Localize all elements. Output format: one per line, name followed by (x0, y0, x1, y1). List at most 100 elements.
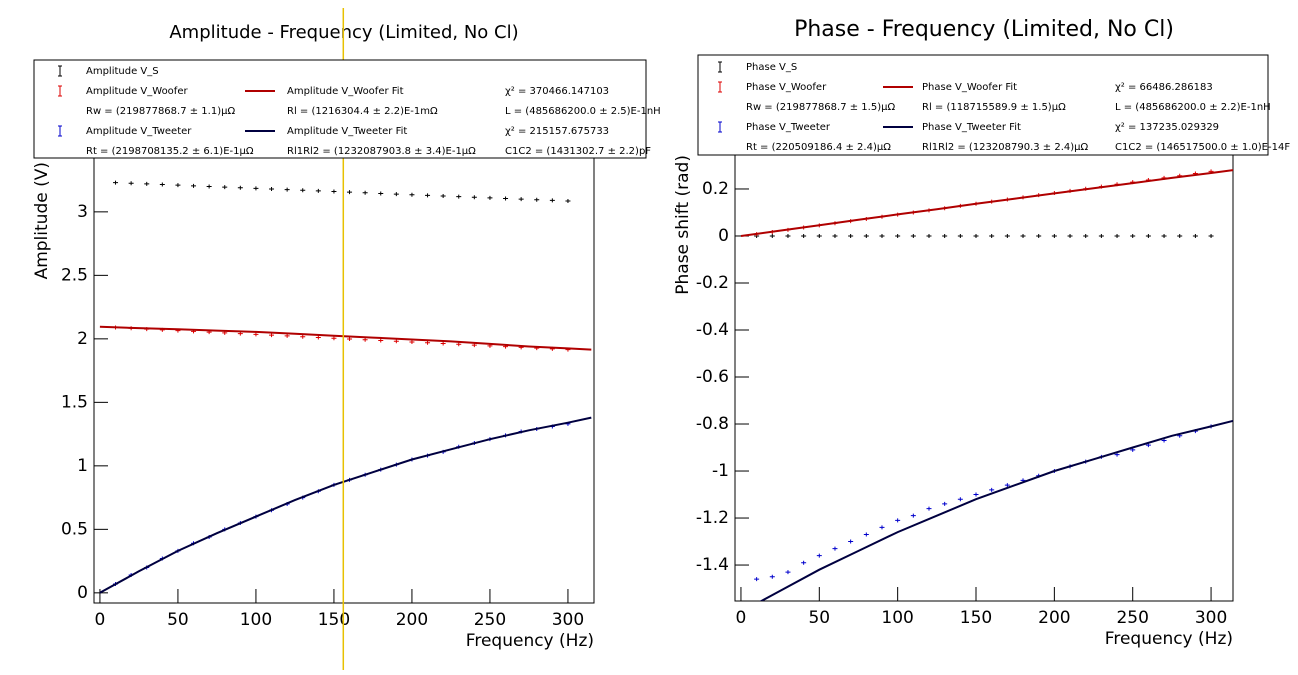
data-point (816, 553, 822, 558)
data-point (1020, 233, 1026, 238)
x-tick-label: 300 (1195, 608, 1227, 628)
legend-label: Phase V_Tweeter (746, 122, 831, 133)
fit-stat: Rl1Rl2 = (1232087903.8 ± 3.4)E-1μΩ (287, 146, 476, 157)
data-point (409, 192, 415, 197)
fit-stat: C1C2 = (1431302.7 ± 2.2)pF (505, 146, 651, 157)
legend-box (33, 59, 647, 159)
fit-stat: χ² = 137235.029329 (1115, 122, 1219, 133)
legend-label: Phase V_S (746, 62, 797, 73)
fit-stat: Rl = (118715589.9 ± 1.5)μΩ (922, 102, 1066, 113)
data-point (191, 183, 197, 188)
data-point (378, 191, 384, 196)
data-point (1004, 233, 1010, 238)
data-point (785, 570, 791, 575)
data-point (300, 334, 306, 339)
plot-area (740, 169, 1233, 601)
data-point (269, 186, 275, 191)
data-point (269, 333, 275, 338)
fit-stat: χ² = 370466.147103 (505, 86, 609, 97)
y-tick-label: 1 (77, 456, 88, 476)
data-point (769, 574, 775, 579)
chart: Amplitude - Frequency (Limited, No Cl)0 5… (32, 8, 661, 670)
data-point (487, 195, 493, 200)
y-tick-label: -1.4 (696, 555, 729, 575)
data-point (1036, 233, 1042, 238)
data-point (785, 233, 791, 238)
data-point (863, 233, 869, 238)
data-point (456, 194, 462, 199)
legend-label: Phase V_Woofer Fit (922, 82, 1017, 93)
fit-stat: Rt = (220509186.4 ± 2.4)μΩ (746, 142, 891, 153)
fit-stat: Rw = (219877868.7 ± 1.1)μΩ (86, 106, 235, 117)
data-point (113, 180, 119, 185)
x-axis-label: Frequency (Hz) (466, 631, 594, 651)
data-point (1161, 233, 1167, 238)
data-point (1177, 233, 1183, 238)
data-point (926, 506, 932, 511)
data-point (1098, 233, 1104, 238)
x-tick-label: 50 (167, 610, 189, 630)
fit-stat: Rl1Rl2 = (123208790.3 ± 2.4)μΩ (922, 142, 1089, 153)
data-point (409, 340, 415, 345)
y-tick-label: 3 (77, 202, 88, 222)
data-point (942, 501, 948, 506)
data-point (393, 339, 399, 344)
y-tick-label: -0.6 (696, 367, 729, 387)
data-point (973, 233, 979, 238)
legend-label: Phase V_Woofer (746, 82, 827, 93)
data-point (362, 190, 368, 195)
data-point (393, 192, 399, 197)
data-point (1067, 233, 1073, 238)
fit-stat: C1C2 = (146517500.0 ± 1.0)E-14F (1115, 142, 1290, 153)
legend-label: Amplitude V_Tweeter (86, 126, 192, 137)
data-point (989, 233, 995, 238)
data-point (284, 187, 290, 192)
legend-swatch (58, 125, 62, 137)
data-point (848, 539, 854, 544)
data-point (503, 196, 509, 201)
fit-line (759, 419, 1233, 601)
data-point (1004, 483, 1010, 488)
y-axis-label: Phase shift (rad) (673, 155, 693, 295)
data-point (315, 188, 321, 193)
data-point (832, 546, 838, 551)
fit-line (99, 416, 592, 594)
x-tick-label: 0 (736, 608, 747, 628)
x-tick-label: 200 (1038, 608, 1070, 628)
data-point (1083, 233, 1089, 238)
data-point (910, 513, 916, 518)
data-point (895, 518, 901, 523)
data-point (440, 193, 446, 198)
fit-stat: χ² = 215157.675733 (505, 126, 609, 137)
data-point (222, 185, 228, 190)
data-point (534, 197, 540, 202)
y-tick-label: 1.5 (61, 392, 88, 412)
data-point (206, 184, 212, 189)
data-point (973, 492, 979, 497)
chart: Phase - Frequency (Limited, No Cl) 0 50 100… (673, 17, 1290, 649)
legend-label: Amplitude V_Tweeter Fit (287, 126, 407, 137)
data-point (848, 233, 854, 238)
plot-area (99, 180, 592, 594)
data-point (926, 233, 932, 238)
data-point (237, 185, 243, 190)
fit-stat: χ² = 66486.286183 (1115, 82, 1213, 93)
y-tick-label: -1 (712, 461, 729, 481)
data-point (1130, 233, 1136, 238)
data-point (253, 332, 259, 337)
x-tick-label: 0 (95, 610, 106, 630)
y-tick-label: -0.4 (696, 320, 729, 340)
y-axis-label: Amplitude (V) (32, 162, 52, 279)
data-point (425, 193, 431, 198)
data-point (879, 525, 885, 530)
data-point (159, 182, 165, 187)
legend-swatch (58, 85, 62, 97)
data-point (549, 198, 555, 203)
data-point (253, 186, 259, 191)
x-tick-label: 250 (474, 610, 506, 630)
data-point (175, 183, 181, 188)
y-tick-label: 0.2 (702, 179, 729, 199)
legend-label: Amplitude V_Woofer Fit (287, 86, 404, 97)
data-point (331, 336, 337, 341)
